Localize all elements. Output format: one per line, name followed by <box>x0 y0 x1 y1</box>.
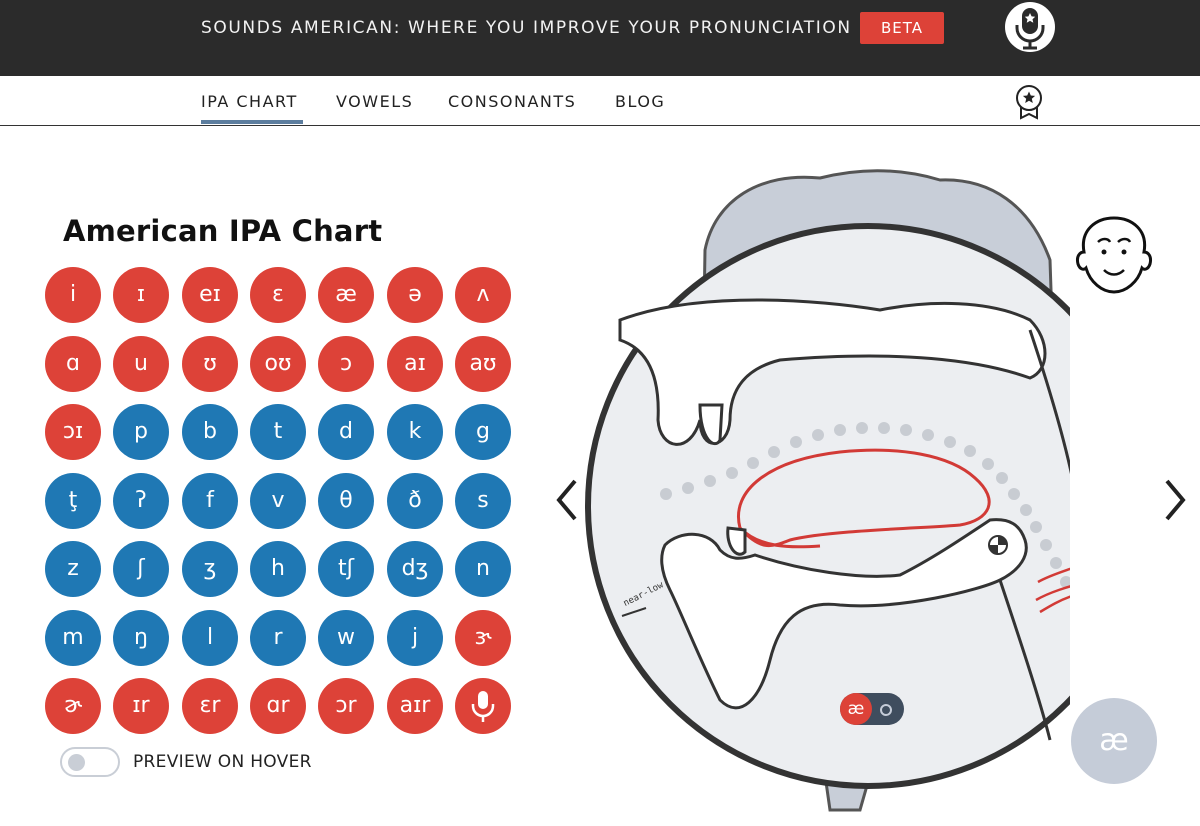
ipa-symbol-button[interactable]: æ <box>318 267 374 323</box>
face-view-icon[interactable] <box>1070 212 1158 300</box>
mouth-diagram <box>585 169 1070 812</box>
ipa-symbol-button[interactable]: eɪ <box>182 267 238 323</box>
ipa-symbol-button[interactable]: oʊ <box>250 336 306 392</box>
ipa-symbol-button[interactable]: p <box>113 404 169 460</box>
ipa-symbol-button[interactable]: ʒ <box>182 541 238 597</box>
ipa-symbol-button[interactable]: ɪr <box>113 678 169 734</box>
ipa-symbol-button[interactable]: ɛr <box>182 678 238 734</box>
site-title: SOUNDS AMERICAN: WHERE YOU IMPROVE YOUR … <box>201 18 852 38</box>
ipa-symbol-button[interactable]: l <box>182 610 238 666</box>
ipa-symbol-button[interactable]: ɔr <box>318 678 374 734</box>
ipa-symbol-button[interactable]: d <box>318 404 374 460</box>
diagram-toggle-symbol: æ <box>840 693 872 725</box>
ipa-symbol-button[interactable]: ɚ <box>45 678 101 734</box>
ipa-symbol-button[interactable]: ʌ <box>455 267 511 323</box>
ipa-symbol-button[interactable]: i <box>45 267 101 323</box>
ipa-symbol-button[interactable]: dʒ <box>387 541 443 597</box>
microphone-icon <box>471 691 495 722</box>
ipa-symbol-button[interactable]: ɔ <box>318 336 374 392</box>
ipa-symbol-button[interactable]: ʃ <box>113 541 169 597</box>
ipa-symbol-button[interactable]: aɪr <box>387 678 443 734</box>
chart-title: American IPA Chart <box>63 214 383 248</box>
ipa-symbol-button[interactable]: ŋ <box>113 610 169 666</box>
ipa-symbol-button[interactable]: ɑr <box>250 678 306 734</box>
next-arrow-icon[interactable] <box>1163 478 1187 522</box>
ipa-symbol-button[interactable]: w <box>318 610 374 666</box>
ipa-symbol-button[interactable]: ɪ <box>113 267 169 323</box>
ipa-symbol-button[interactable]: ð <box>387 473 443 529</box>
ipa-symbol-button[interactable]: g <box>455 404 511 460</box>
preview-on-hover-toggle[interactable] <box>60 747 120 777</box>
nav-vowels[interactable]: VOWELS <box>336 92 414 111</box>
ipa-symbol-button[interactable]: ɝ <box>455 610 511 666</box>
ipa-symbol-button[interactable]: s <box>455 473 511 529</box>
toggle-knob <box>68 754 85 771</box>
ipa-symbol-button[interactable]: θ <box>318 473 374 529</box>
current-sound-button[interactable]: æ <box>1071 698 1157 784</box>
award-badge-icon[interactable] <box>1013 84 1045 124</box>
ipa-symbol-button[interactable]: z <box>45 541 101 597</box>
nav-active-indicator <box>201 120 303 124</box>
main-nav: IPA CHART VOWELS CONSONANTS BLOG <box>0 76 1200 126</box>
ipa-symbol-button[interactable]: u <box>113 336 169 392</box>
previous-arrow-icon[interactable] <box>555 478 579 522</box>
top-bar: SOUNDS AMERICAN: WHERE YOU IMPROVE YOUR … <box>0 0 1200 76</box>
diagram-toggle-dot <box>880 704 892 716</box>
ipa-symbol-button[interactable]: aʊ <box>455 336 511 392</box>
ipa-symbol-button[interactable]: ɑ <box>45 336 101 392</box>
ipa-symbol-button[interactable]: ə <box>387 267 443 323</box>
ipa-symbol-button[interactable]: f <box>182 473 238 529</box>
ipa-symbol-button[interactable]: ʊ <box>182 336 238 392</box>
ipa-symbol-button[interactable]: n <box>455 541 511 597</box>
microphone-logo-icon[interactable] <box>1005 2 1055 52</box>
ipa-symbol-button[interactable]: v <box>250 473 306 529</box>
nav-consonants[interactable]: CONSONANTS <box>448 92 577 111</box>
ipa-symbol-button[interactable]: b <box>182 404 238 460</box>
ipa-symbol-button[interactable]: k <box>387 404 443 460</box>
ipa-symbol-button[interactable]: ţ <box>45 473 101 529</box>
ipa-symbol-button[interactable]: ʔ <box>113 473 169 529</box>
ipa-symbol-button[interactable]: aɪ <box>387 336 443 392</box>
ipa-symbol-button[interactable]: h <box>250 541 306 597</box>
diagram-view-toggle[interactable]: æ <box>840 693 904 725</box>
ipa-symbol-grid: i ɪ eɪ ɛ æ ə ʌ ɑ u ʊ oʊ ɔ aɪ aʊ ɔɪ p b t d k g ţ ʔ f v θ ð s z ʃ ʒ h tʃ d… <box>45 267 515 734</box>
ipa-symbol-button[interactable]: ɛ <box>250 267 306 323</box>
ipa-symbol-button[interactable]: tʃ <box>318 541 374 597</box>
nav-ipa-chart[interactable]: IPA CHART <box>201 92 298 111</box>
ipa-symbol-button[interactable]: t <box>250 404 306 460</box>
ipa-symbol-button[interactable]: j <box>387 610 443 666</box>
record-microphone-button[interactable] <box>455 678 511 734</box>
ipa-symbol-button[interactable]: ɔɪ <box>45 404 101 460</box>
preview-on-hover-label: PREVIEW ON HOVER <box>133 752 312 772</box>
beta-button[interactable]: BETA <box>860 12 944 44</box>
ipa-symbol-button[interactable]: m <box>45 610 101 666</box>
nav-blog[interactable]: BLOG <box>615 92 666 111</box>
ipa-symbol-button[interactable]: r <box>250 610 306 666</box>
